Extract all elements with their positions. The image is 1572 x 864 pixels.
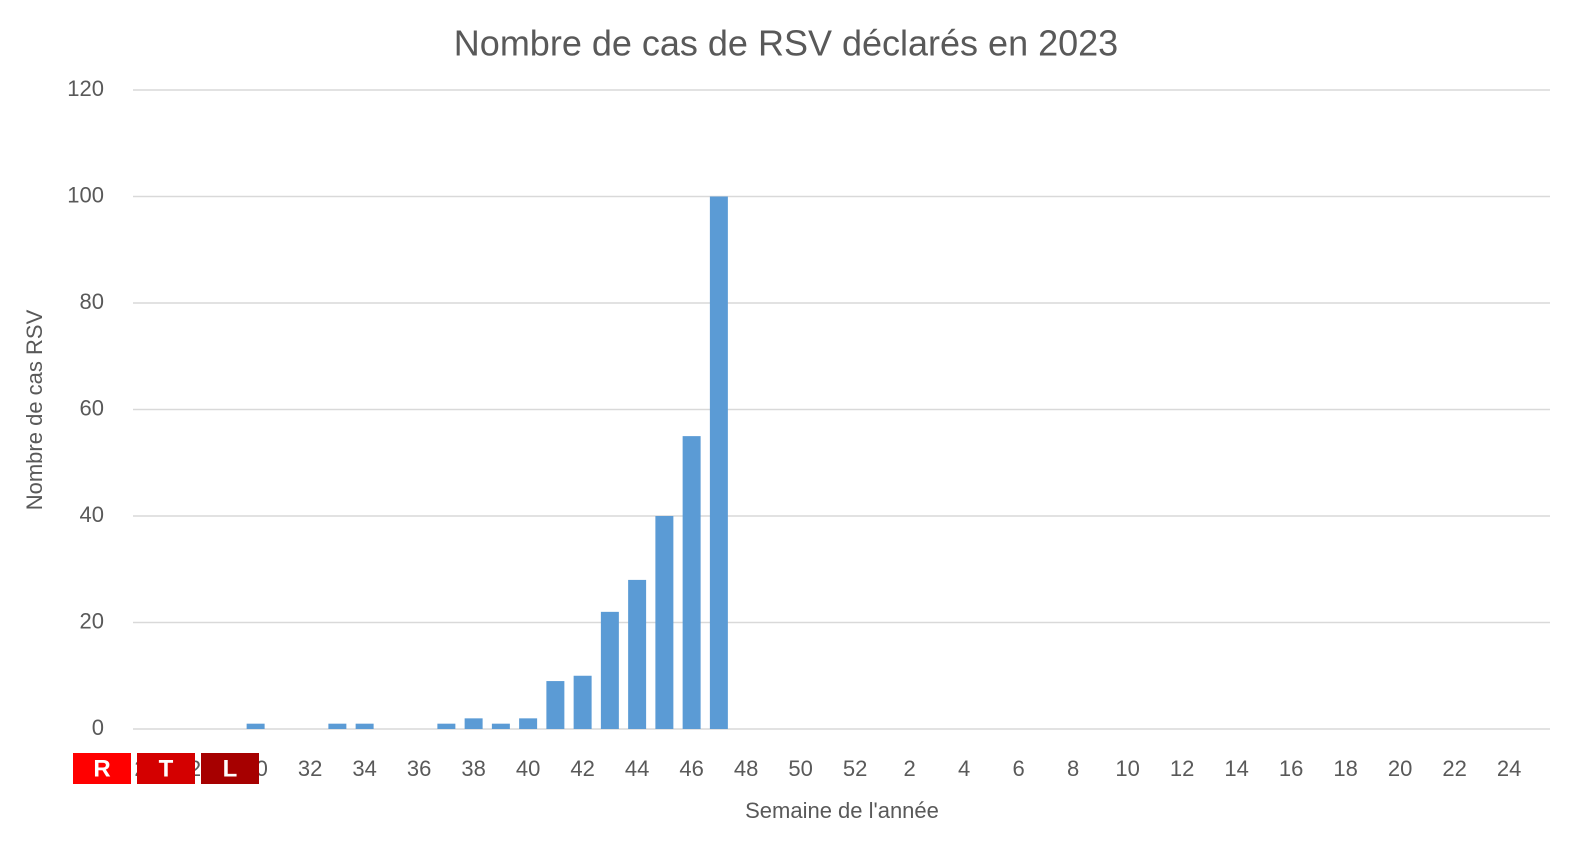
x-tick-label: 48	[734, 756, 758, 781]
x-tick-label: 38	[461, 756, 485, 781]
x-tick-label: 18	[1333, 756, 1357, 781]
bar	[600, 611, 619, 729]
x-tick-label: 52	[843, 756, 867, 781]
y-tick-label: 80	[80, 289, 104, 314]
logo-box	[73, 753, 131, 784]
bar	[573, 675, 592, 729]
logo-letter: R	[93, 755, 110, 782]
x-tick-label: 8	[1067, 756, 1079, 781]
logo-box	[137, 753, 195, 784]
logo-box	[201, 753, 259, 784]
x-tick-label: 34	[352, 756, 376, 781]
bar	[546, 681, 565, 729]
x-tick-label: 46	[679, 756, 703, 781]
bar	[437, 723, 456, 729]
y-tick-label: 100	[67, 182, 104, 207]
logo-letter: T	[159, 755, 174, 782]
bar	[709, 196, 728, 729]
x-tick-label: 14	[1224, 756, 1248, 781]
y-axis-label: Nombre de cas RSV	[22, 309, 47, 510]
x-tick-label: 20	[1388, 756, 1412, 781]
x-tick-label: 10	[1115, 756, 1139, 781]
x-tick-label: 6	[1013, 756, 1025, 781]
x-tick-label: 42	[570, 756, 594, 781]
bar	[682, 436, 701, 729]
y-tick-label: 120	[67, 76, 104, 101]
x-tick-label: 4	[958, 756, 970, 781]
logo-letter: L	[223, 755, 238, 782]
bar	[519, 718, 538, 729]
bar	[328, 723, 347, 729]
bar	[491, 723, 510, 729]
x-tick-label: 2	[904, 756, 916, 781]
bar	[464, 718, 483, 729]
x-tick-label: 36	[407, 756, 431, 781]
x-tick-label: 32	[298, 756, 322, 781]
bar	[355, 723, 374, 729]
x-tick-label: 12	[1170, 756, 1194, 781]
y-tick-label: 20	[80, 608, 104, 633]
y-tick-label: 60	[80, 395, 104, 420]
x-tick-label: 24	[1497, 756, 1521, 781]
x-tick-label: 16	[1279, 756, 1303, 781]
chart-title: Nombre de cas de RSV déclarés en 2023	[454, 23, 1118, 64]
bar	[655, 516, 674, 729]
x-axis-label: Semaine de l'année	[745, 798, 939, 823]
bar	[628, 579, 647, 729]
x-tick-label: 44	[625, 756, 649, 781]
x-tick-label: 50	[788, 756, 812, 781]
x-tick-label: 22	[1442, 756, 1466, 781]
x-tick-label: 40	[516, 756, 540, 781]
y-tick-label: 40	[80, 502, 104, 527]
y-tick-label: 0	[92, 715, 104, 740]
bar	[246, 723, 265, 729]
